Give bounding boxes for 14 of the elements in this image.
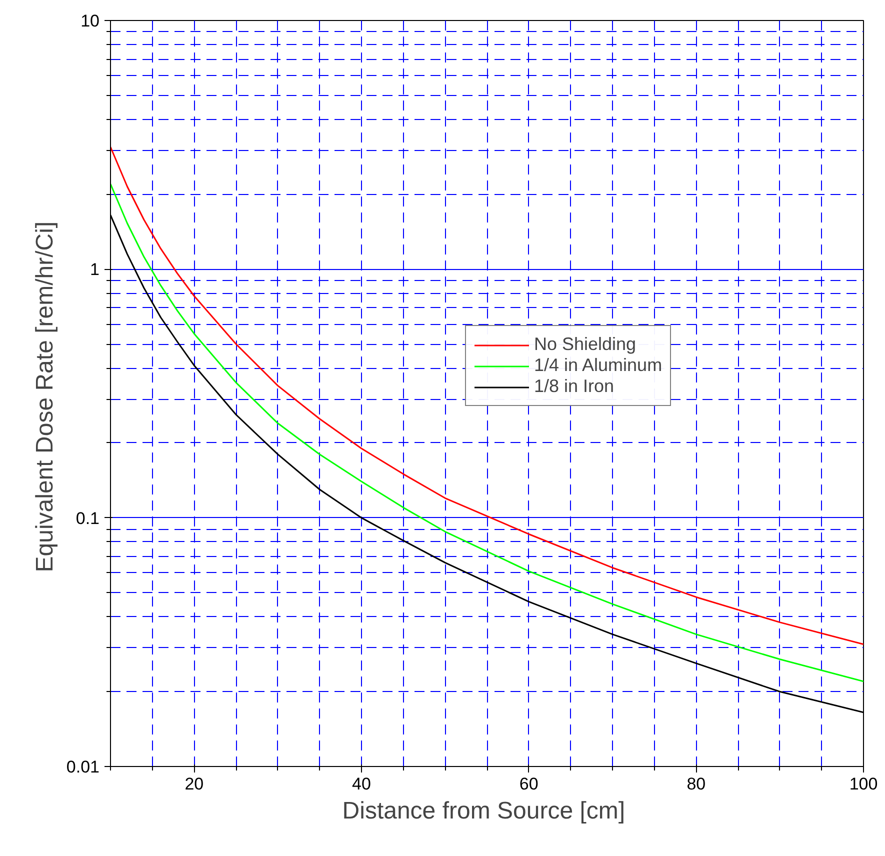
legend-label: 1/8 in Iron [534, 376, 614, 397]
y-tick-label: 0.1 [76, 508, 100, 528]
x-tick-label: 60 [519, 774, 538, 794]
x-tick-label: 80 [686, 774, 706, 794]
legend-label: No Shielding [534, 334, 636, 355]
legend-label: 1/4 in Aluminum [534, 355, 662, 376]
y-axis-title: Equivalent Dose Rate [rem/hr/Ci] [31, 221, 58, 572]
y-tick-label: 1 [90, 260, 100, 280]
x-tick-label: 100 [849, 774, 878, 794]
x-axis-title: Distance from Source [cm] [342, 798, 626, 824]
x-tick-label: 20 [184, 774, 204, 794]
x-tick-label: 40 [352, 774, 371, 794]
y-tick-label: 10 [80, 12, 100, 30]
y-tick-label: 0.01 [66, 758, 100, 776]
